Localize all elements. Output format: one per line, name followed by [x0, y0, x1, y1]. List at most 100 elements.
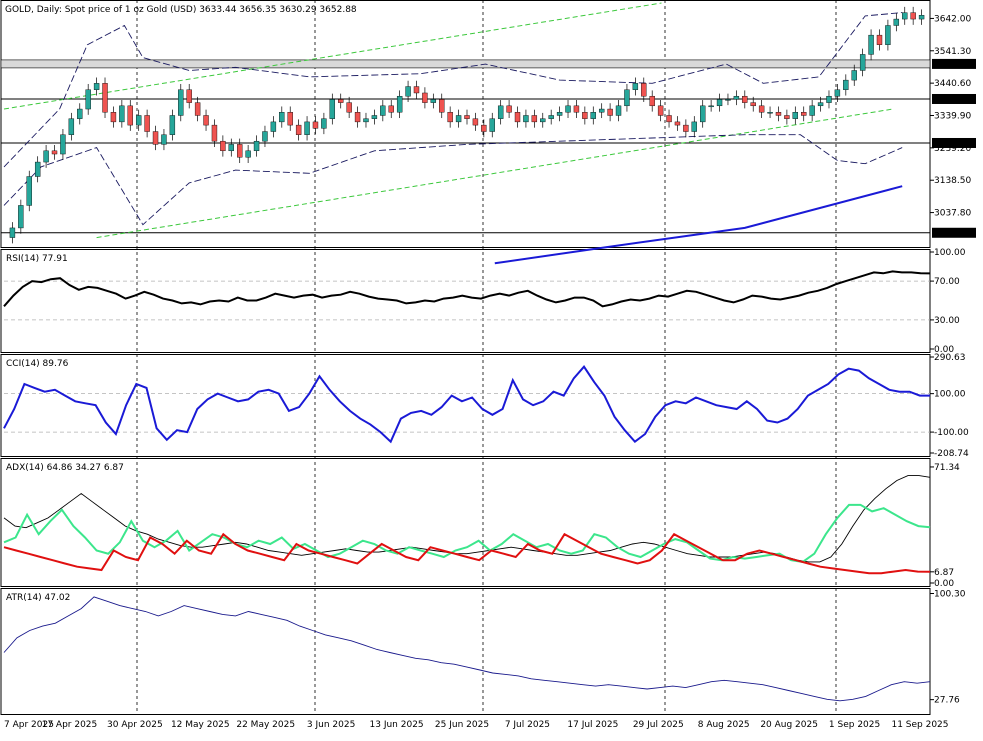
- candle-body-99: [843, 79, 849, 90]
- candle-body-61: [523, 115, 529, 123]
- adx-tick-0: 71.34: [934, 463, 960, 473]
- candle-body-73: [624, 89, 630, 107]
- cci-tick-0: 290.63: [934, 353, 966, 363]
- candle-body-0: [9, 227, 16, 238]
- candle-body-37: [321, 118, 327, 129]
- candle-body-97: [826, 95, 832, 103]
- candle-body-85: [725, 99, 731, 101]
- candle-body-33: [287, 112, 293, 126]
- x-tick-label-1: 17 Apr 2025: [42, 720, 98, 730]
- candle-body-36: [312, 121, 319, 129]
- rsi-tick-1: 70.00: [934, 277, 960, 287]
- candle-body-98: [834, 89, 841, 97]
- candle-body-94: [801, 112, 807, 116]
- x-tick-label-7: 25 Jun 2025: [435, 720, 489, 730]
- candle-body-41: [354, 112, 361, 123]
- candle-body-55: [472, 118, 479, 126]
- candle-body-59: [506, 105, 512, 113]
- candle-body-102: [868, 34, 874, 55]
- x-tick-label-11: 8 Aug 2025: [698, 720, 750, 730]
- candle-body-96: [817, 102, 824, 107]
- x-tick-label-14: 11 Sep 2025: [891, 720, 948, 730]
- candle-body-87: [742, 95, 748, 103]
- cci-tick-1: 100.00: [934, 390, 966, 400]
- level-tag-2: 3254.36: [934, 139, 971, 149]
- candle-body-106: [902, 12, 908, 20]
- level-tag-0: 3500.42: [934, 60, 971, 70]
- candle-body-26: [228, 144, 234, 152]
- candle-body-22: [194, 102, 201, 116]
- candle-body-60: [514, 112, 521, 123]
- candle-body-74: [632, 83, 639, 90]
- candle-body-38: [329, 99, 336, 119]
- price-tick-3: 3339.90: [934, 111, 971, 121]
- candle-body-30: [262, 131, 268, 142]
- candle-body-15: [135, 115, 142, 126]
- candle-body-100: [851, 70, 857, 81]
- cci-tick-2: -100.00: [934, 428, 969, 438]
- candle-body-9: [85, 89, 91, 110]
- candle-body-46: [396, 95, 403, 113]
- candle-body-71: [607, 108, 613, 116]
- candle-body-43: [371, 115, 378, 119]
- candle-body-34: [295, 124, 302, 135]
- cci-tick-3: -208.74: [934, 449, 969, 459]
- candle-body-1: [18, 205, 24, 229]
- x-tick-label-5: 3 Jun 2025: [307, 720, 355, 730]
- candle-body-31: [270, 121, 277, 132]
- candle-body-35: [304, 121, 310, 135]
- candle-body-62: [531, 115, 538, 123]
- candle-body-23: [203, 115, 209, 126]
- candle-body-104: [885, 25, 891, 45]
- panel-frame-price: [0, 0, 931, 248]
- adx-label: ADX(14) 64.86 34.27 6.87: [6, 463, 124, 473]
- candle-body-44: [380, 105, 386, 116]
- cci-series-line: [3, 365, 930, 444]
- rsi-tick-0: 100.00: [934, 248, 966, 258]
- candle-body-53: [455, 115, 462, 123]
- candle-body-76: [649, 95, 655, 107]
- candle-body-57: [489, 118, 495, 132]
- candle-body-2: [26, 176, 32, 206]
- candle-body-48: [413, 86, 420, 94]
- atr-tick-0: 100.30: [934, 589, 966, 599]
- channel-upper-line: [3, 2, 662, 110]
- candle-body-25: [220, 140, 226, 152]
- candle-body-29: [253, 140, 260, 152]
- atr-series-line: [3, 596, 931, 702]
- candle-body-54: [464, 115, 470, 119]
- candle-body-101: [859, 54, 866, 71]
- level-tag-1: 3391.29: [934, 95, 971, 105]
- symbol-header: GOLD, Daily: Spot price of 1 oz Gold (US…: [5, 5, 357, 15]
- candle-body-47: [405, 86, 411, 97]
- candle-body-52: [447, 112, 453, 123]
- candle-body-6: [60, 134, 66, 155]
- adx-series-0: [3, 475, 931, 563]
- price-tick-2: 3440.60: [934, 79, 971, 89]
- candle-body-103: [876, 34, 883, 45]
- price-tick-0: 3642.00: [934, 14, 971, 24]
- x-tick-label-2: 30 Apr 2025: [107, 720, 163, 730]
- x-tick-label-4: 22 May 2025: [236, 720, 295, 730]
- candle-body-24: [211, 124, 218, 142]
- candle-body-92: [784, 115, 790, 119]
- candle-body-20: [178, 89, 184, 116]
- price-tick-5: 3138.50: [934, 176, 971, 186]
- candle-body-42: [363, 118, 369, 123]
- candle-body-80: [683, 124, 689, 132]
- candle-body-88: [750, 102, 756, 107]
- candle-body-58: [497, 105, 504, 119]
- x-tick-label-6: 13 Jun 2025: [370, 720, 424, 730]
- bollinger-upper-line: [3, 12, 903, 168]
- candle-body-91: [775, 112, 782, 116]
- level-band-0: [0, 59, 931, 69]
- candle-body-68: [582, 112, 588, 119]
- candle-body-105: [893, 18, 900, 26]
- candle-body-56: [481, 124, 487, 132]
- candle-body-63: [540, 118, 546, 123]
- candle-body-93: [792, 112, 799, 119]
- candle-body-18: [161, 134, 167, 145]
- candle-body-27: [237, 144, 243, 158]
